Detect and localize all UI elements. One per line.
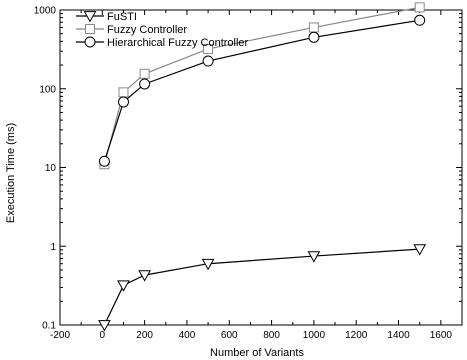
circle-marker	[98, 155, 110, 167]
triangle-marker	[307, 251, 321, 263]
y-tick-label: 1	[50, 242, 56, 253]
circle-marker	[414, 14, 426, 26]
x-tick-label: 1600	[430, 330, 453, 341]
square-marker	[308, 22, 319, 33]
plot-frame	[59, 9, 463, 326]
ticks: -200 0 200 400 600 800 1000 1200 1400 1600 0.1 1 10 1…	[34, 6, 462, 341]
legend-label: Fuzzy Controller	[107, 24, 187, 36]
legend-label: FuSTI	[107, 11, 137, 23]
x-tick-label: 1400	[387, 330, 410, 341]
legend-label: Hierarchical Fuzzy Controller	[107, 37, 249, 49]
series-1	[98, 244, 427, 332]
circle-marker	[84, 36, 96, 48]
x-tick-label: 1200	[345, 330, 368, 341]
x-tick-label: 600	[221, 330, 238, 341]
legend-item-3: Hierarchical Fuzzy Controller	[76, 36, 249, 49]
circle-marker	[117, 96, 129, 108]
y-tick-label: 100	[39, 84, 56, 95]
series-layer	[98, 2, 427, 332]
triangle-marker	[98, 320, 111, 332]
legend-item-1: FuSTI	[76, 11, 137, 23]
x-tick-label: 1000	[303, 330, 326, 341]
square-marker	[139, 68, 150, 79]
axes	[59, 9, 463, 326]
x-tick-label: 400	[179, 330, 196, 341]
x-tick-label: -200	[50, 330, 70, 341]
circle-marker	[308, 31, 320, 43]
x-tick-label: 800	[263, 330, 280, 341]
circle-marker	[202, 55, 214, 67]
y-tick-label: 1000	[34, 6, 57, 17]
y-axis-title: Execution Time (ms)	[5, 123, 17, 223]
square-marker	[85, 24, 95, 34]
triangle-marker	[201, 258, 215, 271]
circle-marker	[139, 78, 151, 90]
triangle-marker	[413, 244, 427, 256]
square-marker	[414, 2, 425, 13]
series-3	[98, 14, 426, 167]
series-line	[103, 19, 420, 162]
x-tick-label: 200	[136, 330, 153, 341]
triangle-marker	[83, 11, 97, 23]
y-tick-label: 10	[45, 163, 57, 174]
series-line	[103, 248, 420, 326]
x-tick-label: 0	[100, 330, 106, 341]
square-marker	[203, 43, 214, 54]
legend-item-2: Fuzzy Controller	[76, 24, 187, 36]
triangle-marker	[117, 280, 130, 292]
triangle-marker	[138, 270, 151, 282]
square-marker	[118, 87, 129, 98]
x-axis-title: Number of Variants	[210, 347, 304, 359]
y-tick-label: 0.1	[42, 321, 56, 332]
